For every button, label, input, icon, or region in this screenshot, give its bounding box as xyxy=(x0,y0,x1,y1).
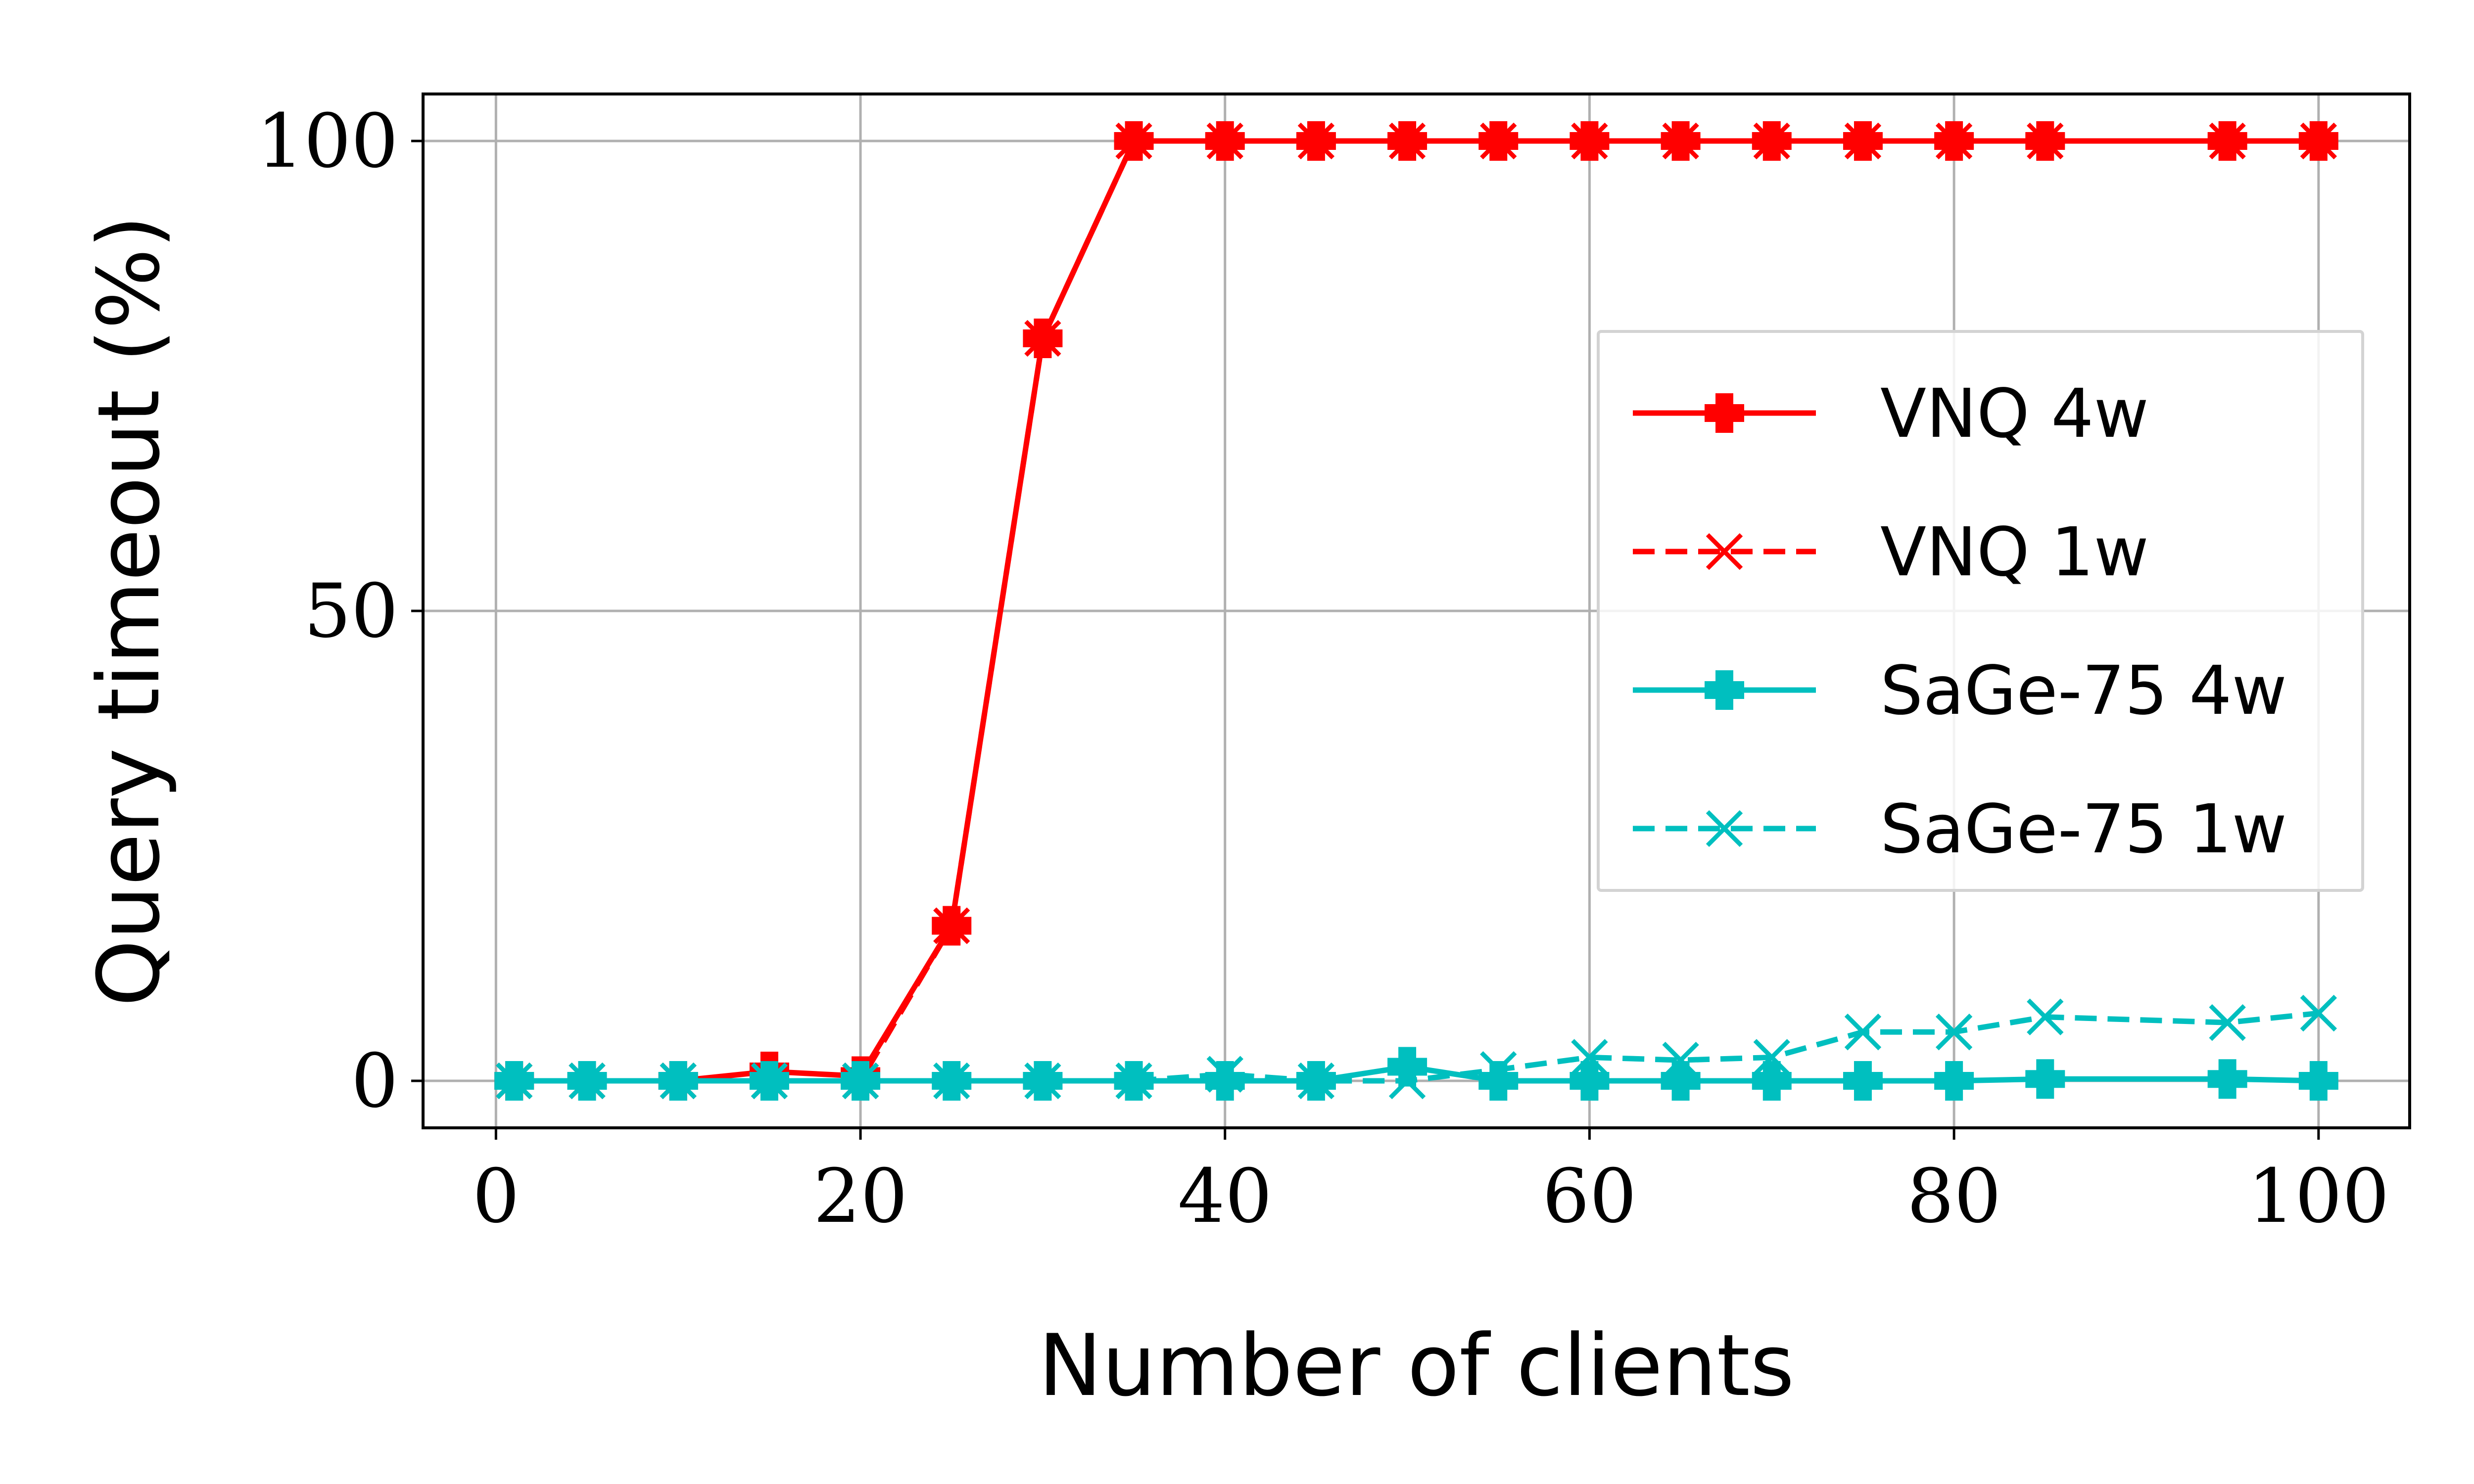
data-point xyxy=(751,1062,788,1100)
data-point xyxy=(1935,122,1973,160)
data-point xyxy=(1478,1061,1519,1101)
legend-label: VNQ 1w xyxy=(1880,513,2149,592)
data-point xyxy=(2298,1061,2338,1101)
data-point xyxy=(1662,1042,1699,1079)
x-tick-label: 100 xyxy=(2248,1154,2389,1240)
data-point xyxy=(2027,998,2064,1035)
x-tick-label: 80 xyxy=(1907,1154,2001,1240)
data-point xyxy=(2300,995,2337,1032)
data-point xyxy=(1571,122,1608,160)
data-point xyxy=(1480,1051,1517,1088)
legend-marker xyxy=(1706,533,1743,570)
x-tick-label: 20 xyxy=(813,1154,908,1240)
series-4 xyxy=(495,995,2337,1100)
y-tick-label: 50 xyxy=(304,568,398,654)
data-point xyxy=(660,1062,697,1100)
data-point xyxy=(1844,1014,1882,1051)
axis-ticks: 0 20 40 60 80 100 0 50 100 xyxy=(257,98,2389,1240)
y-tick-label: 100 xyxy=(257,98,398,185)
data-point xyxy=(1571,1039,1608,1076)
y-axis-title: Query timeout (%) xyxy=(79,215,179,1007)
data-point xyxy=(1844,122,1882,160)
data-point xyxy=(1024,320,1061,357)
x-axis-title: Number of clients xyxy=(1038,1316,1794,1415)
data-point xyxy=(1480,122,1517,160)
legend-label: VNQ 4w xyxy=(1880,375,2149,453)
data-point xyxy=(1843,1061,1883,1101)
data-point xyxy=(1297,1062,1335,1100)
data-point xyxy=(1206,1056,1243,1093)
x-tick-label: 60 xyxy=(1542,1154,1637,1240)
legend-marker xyxy=(1705,670,1744,710)
data-point xyxy=(1205,1061,1245,1101)
data-point xyxy=(2027,122,2064,160)
data-point xyxy=(1753,122,1790,160)
legend-marker xyxy=(1705,393,1744,433)
data-point xyxy=(569,1062,606,1100)
data-point xyxy=(1115,122,1152,160)
data-point xyxy=(1570,1061,1610,1101)
data-point xyxy=(2300,122,2337,160)
legend-box xyxy=(1597,330,2364,892)
legend-label: SaGe-75 4w xyxy=(1880,652,2287,730)
data-point xyxy=(1388,1062,1426,1100)
y-tick-label: 0 xyxy=(351,1038,398,1124)
data-point xyxy=(933,1062,970,1100)
legend-marker xyxy=(1706,810,1743,847)
data-point xyxy=(933,907,970,944)
data-point xyxy=(1297,122,1335,160)
data-point xyxy=(1934,1061,1974,1101)
data-point xyxy=(2207,1059,2247,1099)
data-point xyxy=(1753,1039,1790,1076)
data-point xyxy=(1935,1014,1973,1051)
plot-series xyxy=(494,121,2338,1101)
data-point xyxy=(1206,122,1243,160)
data-point xyxy=(1752,1061,1792,1101)
data-point xyxy=(2209,1004,2246,1041)
legend: VNQ 4w VNQ 1w SaGe-75 4w SaGe-75 1w xyxy=(1597,330,2364,892)
data-point xyxy=(2209,122,2246,160)
data-point xyxy=(1387,1047,1427,1087)
data-point xyxy=(1662,122,1699,160)
data-point xyxy=(2025,1059,2065,1099)
data-point xyxy=(495,1062,533,1100)
data-point xyxy=(1661,1061,1701,1101)
x-tick-label: 40 xyxy=(1178,1154,1272,1240)
legend-label: SaGe-75 1w xyxy=(1880,790,2287,869)
series-line xyxy=(514,1010,2319,1084)
data-point xyxy=(1024,1062,1061,1100)
x-tick-label: 0 xyxy=(473,1154,520,1240)
data-point xyxy=(1115,1062,1152,1100)
data-point xyxy=(1388,122,1426,160)
data-point xyxy=(842,1062,879,1100)
